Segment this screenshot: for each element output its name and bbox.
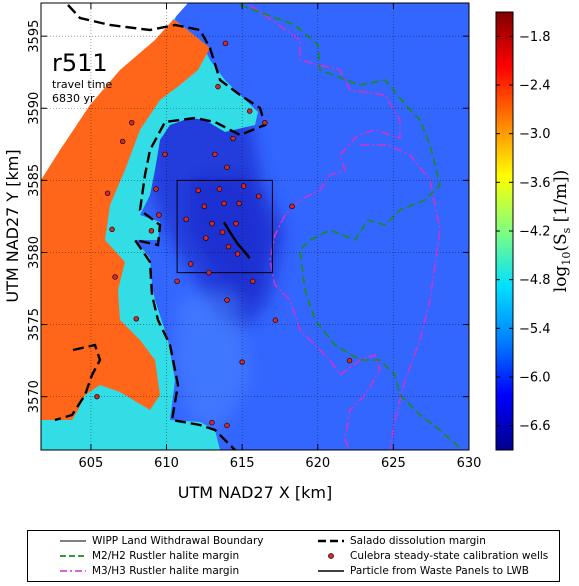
y-axis-ticks: 3595 3590 3585 3580 3575 3570 <box>27 20 469 413</box>
calibration-well <box>174 278 180 284</box>
green-dashed-line-icon <box>60 555 86 557</box>
colorbar-ticks: −1.8 −2.4 −3.0 −3.6 −4.2 −4.8 −5.4 −6.0 −6.6 <box>496 30 551 434</box>
x-tick-label: 625 <box>381 456 406 471</box>
calibration-well <box>224 297 230 303</box>
calibration-well <box>224 422 230 429</box>
calibration-well <box>109 226 115 233</box>
calibration-well <box>206 269 212 276</box>
calibration-well <box>272 317 279 323</box>
thin-solid-line-icon <box>60 540 86 542</box>
magenta-dash-dot-line-icon <box>60 570 86 572</box>
low-storage-zone-2 <box>190 175 268 300</box>
no-data-corner <box>41 3 188 180</box>
y-tick-label: 3580 <box>27 236 42 269</box>
x-tick-label: 620 <box>305 456 330 471</box>
colorbar-tick-label: −3.6 <box>519 176 551 191</box>
legend-item-m2: M2/H2 Rustler halite margin <box>60 550 239 562</box>
y-tick-label: 3590 <box>27 92 42 125</box>
calibration-well <box>215 83 221 90</box>
figure: r511 travel time 6830 yr 605 610 615 620 625… <box>3 2 573 502</box>
legend-item-salado: Salado dissolution margin <box>318 535 486 547</box>
calibration-well <box>289 203 295 210</box>
calibration-well <box>148 228 155 234</box>
calibration-well <box>233 220 239 227</box>
calibration-well <box>119 138 126 145</box>
calibration-well <box>250 278 256 284</box>
colorbar-label: log10(Ss [1/m]) <box>551 170 573 292</box>
calibration-well <box>216 186 223 192</box>
y-axis-label: UTM NAD27 Y [km] <box>3 149 22 302</box>
legend: WIPP Land Withdrawal Boundary Salado dis… <box>27 530 560 582</box>
map-plot <box>41 3 469 450</box>
colorbar-tick-label: −4.2 <box>519 225 551 240</box>
calibration-well <box>219 229 226 235</box>
calibration-well <box>133 316 139 322</box>
calibration-well <box>201 203 208 210</box>
x-axis-ticks: 605 610 615 620 625 630 <box>78 3 481 471</box>
x-tick-label: 630 <box>457 456 482 471</box>
calibration-well <box>104 190 111 197</box>
calibration-well <box>262 119 268 126</box>
salado-dissolution-margin <box>67 4 267 450</box>
legend-item-wells: Culebra steady-state calibration wells <box>318 550 548 562</box>
calibration-well <box>256 193 262 199</box>
calibration-well <box>239 359 245 365</box>
colorbar-tick-label: −6.6 <box>519 419 551 434</box>
solid-line-icon <box>318 570 344 572</box>
calibration-well <box>188 261 194 267</box>
calibration-well <box>221 200 227 207</box>
calibration-well <box>112 274 118 280</box>
legend-item-particle: Particle from Waste Panels to LWB <box>318 565 529 577</box>
colorbar-tick-label: −5.4 <box>519 322 551 337</box>
y-tick-label: 3585 <box>27 164 42 197</box>
legend-item-wipp: WIPP Land Withdrawal Boundary <box>60 535 264 547</box>
calibration-well <box>156 212 162 218</box>
bold-dashed-line-icon <box>318 539 344 543</box>
calibration-well <box>236 200 242 207</box>
calibration-well <box>183 216 189 222</box>
colorbar-tick-label: −6.0 <box>519 371 551 386</box>
calibration-wells <box>94 40 353 429</box>
m3-halite-margin-north <box>360 144 441 450</box>
x-tick-label: 610 <box>154 456 179 471</box>
plot-frame <box>40 2 470 451</box>
calibration-well <box>224 164 230 171</box>
red-dot-icon <box>328 553 334 559</box>
calibration-well <box>212 151 218 158</box>
calibration-well <box>230 135 236 142</box>
legend-item-m3: M3/H3 Rustler halite margin <box>60 565 239 577</box>
moderate-storage-zone <box>175 290 250 430</box>
m2-halite-margin <box>239 4 463 450</box>
calibration-well <box>240 183 247 189</box>
colorbar-tick-label: −4.8 <box>519 273 551 288</box>
calibration-well <box>129 119 135 126</box>
calibration-well <box>162 151 168 158</box>
calibration-well <box>195 187 201 194</box>
particle-path <box>222 221 251 259</box>
calibration-well <box>247 108 253 114</box>
calibration-well <box>209 419 215 426</box>
calibration-well <box>225 243 232 250</box>
calibration-well <box>203 235 209 241</box>
calibration-well <box>222 40 229 47</box>
salado-dissolution-margin-west <box>54 343 102 422</box>
calibration-well <box>94 393 100 400</box>
calibration-well <box>153 186 159 192</box>
travel-time-label: travel time <box>52 78 112 91</box>
y-tick-label: 3595 <box>27 20 42 53</box>
colorbar-tick-label: −2.4 <box>519 79 551 94</box>
y-tick-label: 3575 <box>27 308 42 341</box>
colorbar-tick-label: −3.0 <box>519 127 551 142</box>
x-tick-label: 615 <box>230 456 255 471</box>
travel-time-value: 6830 yr <box>52 92 95 105</box>
x-axis-label: UTM NAD27 X [km] <box>178 483 332 502</box>
realization-label: r511 <box>52 49 108 77</box>
calibration-well <box>209 220 215 227</box>
calibration-well <box>346 357 353 364</box>
y-tick-label: 3570 <box>27 380 42 413</box>
colorbar-tick-label: −1.8 <box>519 30 551 45</box>
x-tick-label: 605 <box>78 456 103 471</box>
